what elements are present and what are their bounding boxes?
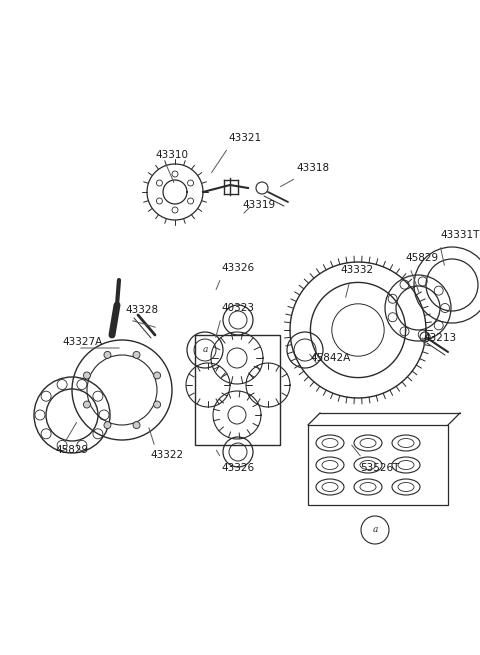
Bar bbox=[308, 425, 448, 505]
Text: 43310: 43310 bbox=[155, 150, 188, 160]
Text: 43328: 43328 bbox=[125, 305, 158, 315]
Text: 40323: 40323 bbox=[221, 303, 254, 313]
Text: 45829: 45829 bbox=[55, 445, 88, 455]
Circle shape bbox=[133, 422, 140, 428]
Text: 43319: 43319 bbox=[242, 200, 275, 210]
Text: 45829: 45829 bbox=[405, 253, 438, 263]
Text: 43326: 43326 bbox=[221, 263, 254, 273]
Text: 43213: 43213 bbox=[423, 333, 456, 343]
Text: 43326: 43326 bbox=[221, 463, 254, 473]
Text: 43327A: 43327A bbox=[62, 337, 102, 347]
Circle shape bbox=[104, 351, 111, 358]
Circle shape bbox=[133, 351, 140, 358]
Text: 43322: 43322 bbox=[150, 450, 183, 460]
Bar bbox=[195, 335, 280, 445]
Text: a: a bbox=[372, 525, 378, 534]
Text: 43321: 43321 bbox=[228, 133, 261, 143]
Text: 45842A: 45842A bbox=[310, 353, 350, 363]
Text: 43331T: 43331T bbox=[440, 230, 480, 240]
Circle shape bbox=[154, 372, 161, 379]
Text: 43318: 43318 bbox=[296, 163, 329, 173]
Circle shape bbox=[84, 372, 90, 379]
Text: 43332: 43332 bbox=[340, 265, 373, 275]
Text: a: a bbox=[202, 345, 208, 354]
Circle shape bbox=[84, 401, 90, 408]
Text: 53526T: 53526T bbox=[360, 463, 399, 473]
Circle shape bbox=[154, 401, 161, 408]
Circle shape bbox=[104, 422, 111, 428]
